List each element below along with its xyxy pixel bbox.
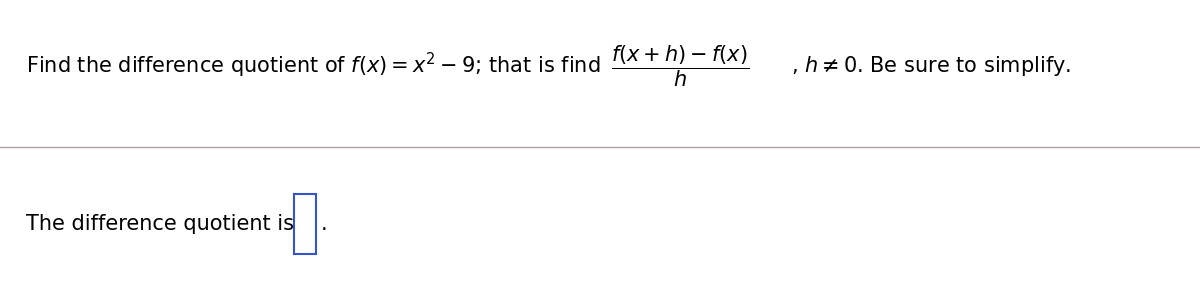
Text: , $h \neq 0$. Be sure to simplify.: , $h \neq 0$. Be sure to simplify. (791, 54, 1070, 78)
FancyBboxPatch shape (294, 194, 316, 254)
Text: Find the difference quotient of $f(x) = x^2 - 9$; that is find: Find the difference quotient of $f(x) = … (26, 51, 601, 80)
Text: .: . (320, 214, 328, 234)
Text: The difference quotient is: The difference quotient is (26, 214, 294, 234)
Text: $\dfrac{f(x+h)-f(x)}{h}$: $\dfrac{f(x+h)-f(x)}{h}$ (611, 43, 750, 89)
